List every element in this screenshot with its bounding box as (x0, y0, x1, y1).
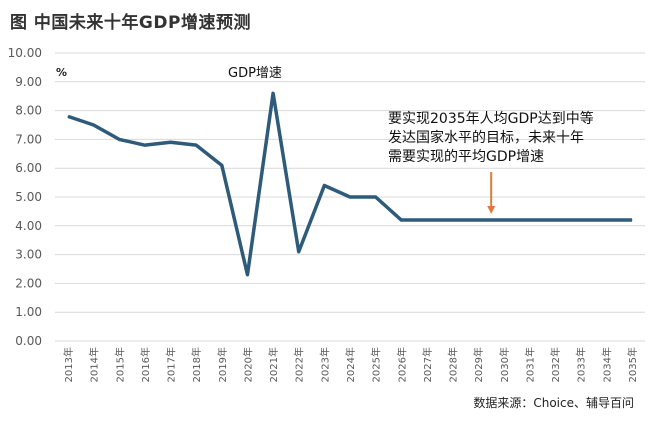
x-tick-label: 2034年 (600, 347, 613, 382)
x-tick-label: 2035年 (626, 347, 639, 382)
annotation-line: 需要实现的平均GDP增速 (388, 149, 545, 165)
source-note: 数据来源：Choice、辅导百问 (473, 396, 634, 410)
x-tick-label: 2020年 (241, 347, 254, 382)
data-point (477, 219, 479, 221)
x-tick-label: 2018年 (190, 347, 203, 382)
x-tick-label: 2030年 (498, 347, 511, 382)
data-point (580, 219, 582, 221)
data-point (631, 219, 633, 221)
data-point (272, 92, 274, 94)
y-tick-label: 3.00 (15, 248, 42, 262)
x-tick-label: 2023年 (318, 347, 331, 382)
data-point (118, 138, 120, 140)
x-tick-label: 2028年 (447, 347, 460, 382)
x-tick-label: 2016年 (139, 347, 152, 382)
data-point (298, 251, 300, 253)
x-tick-label: 2021年 (267, 347, 280, 382)
data-point (67, 115, 69, 117)
y-axis-unit: % (56, 66, 68, 79)
data-point (246, 274, 248, 276)
data-point (554, 219, 556, 221)
data-point (528, 219, 530, 221)
data-point (349, 196, 351, 198)
data-point (170, 141, 172, 143)
data-point (452, 219, 454, 221)
data-point (426, 219, 428, 221)
x-tick-label: 2026年 (395, 347, 408, 382)
data-point (93, 124, 95, 126)
y-tick-label: 2.00 (15, 276, 42, 290)
y-tick-label: 10.00 (8, 46, 42, 60)
y-tick-label: 5.00 (15, 190, 42, 204)
data-point (195, 144, 197, 146)
x-tick-label: 2013年 (62, 347, 75, 382)
x-tick-label: 2015年 (113, 347, 126, 382)
x-tick-label: 2025年 (370, 347, 383, 382)
data-point (400, 219, 402, 221)
x-tick-label: 2024年 (344, 347, 357, 382)
x-tick-label: 2032年 (549, 347, 562, 382)
y-tick-label: 4.00 (15, 219, 42, 233)
series-label: GDP增速 (228, 66, 282, 81)
x-tick-label: 2017年 (165, 347, 178, 382)
x-tick-label: 2031年 (523, 347, 536, 382)
data-point (605, 219, 607, 221)
annotation-line: 要实现2035年人均GDP达到中等 (388, 111, 594, 127)
x-tick-label: 2033年 (575, 347, 588, 382)
x-tick-label: 2027年 (421, 347, 434, 382)
y-tick-label: 1.00 (15, 305, 42, 319)
y-tick-label: 7.00 (15, 132, 42, 146)
annotation: 要实现2035年人均GDP达到中等 发达国家水平的目标，未来十年 需要实现的平均… (388, 110, 594, 167)
x-tick-label: 2014年 (88, 347, 101, 382)
data-point (375, 196, 377, 198)
x-tick-label: 2022年 (293, 347, 306, 382)
y-tick-label: 8.00 (15, 104, 42, 118)
x-tick-label: 2019年 (216, 347, 229, 382)
data-point (144, 144, 146, 146)
y-tick-label: 6.00 (15, 161, 42, 175)
data-point (503, 219, 505, 221)
x-tick-label: 2029年 (472, 347, 485, 382)
y-tick-label: 0.00 (15, 334, 42, 348)
data-point (221, 164, 223, 166)
annotation-arrowhead (487, 206, 496, 214)
data-point (323, 184, 325, 186)
page-title: 图 中国未来十年GDP增速预测 (10, 13, 251, 33)
annotation-line: 发达国家水平的目标，未来十年 (388, 130, 584, 146)
y-tick-label: 9.00 (15, 75, 42, 89)
